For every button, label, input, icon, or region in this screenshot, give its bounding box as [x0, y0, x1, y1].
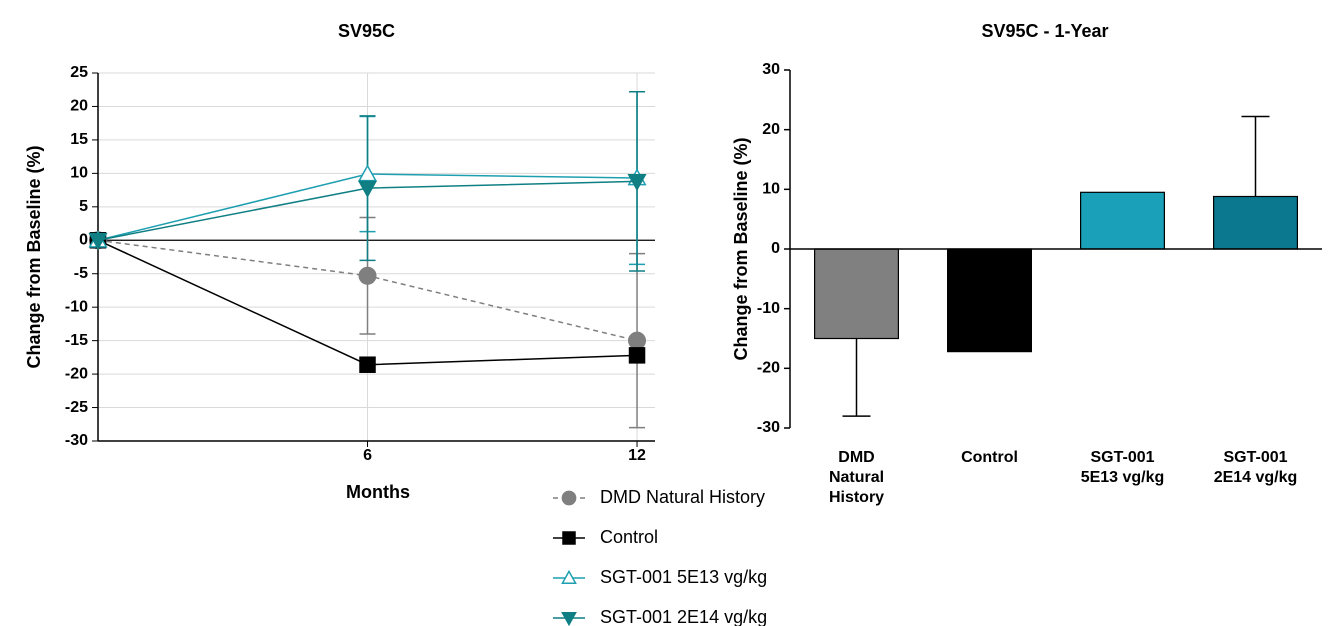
error-bar: [1241, 115, 1270, 197]
y-tick-label: -20: [65, 365, 88, 382]
chart-title: SV95C: [338, 21, 395, 41]
marker: [357, 180, 378, 198]
y-tick-label: -30: [757, 419, 780, 436]
bar: [1080, 191, 1165, 250]
y-tick-label: 5: [79, 198, 88, 215]
bar: [1213, 195, 1298, 250]
x-tick-label: DMD Natural History: [829, 449, 884, 506]
marker: [628, 347, 646, 364]
x-axis-label: Months: [346, 482, 410, 502]
y-tick-label: -10: [757, 300, 780, 317]
marker: [357, 164, 378, 182]
x-tick-label: 12: [628, 447, 646, 464]
y-tick-label: 0: [79, 231, 88, 248]
y-tick-label: 20: [70, 98, 88, 115]
legend-label: SGT-001 2E14 vg/kg: [600, 607, 767, 626]
y-tick-label: 15: [70, 131, 88, 148]
y-tick-label: -25: [65, 399, 88, 416]
x-tick-label: SGT-001 2E14 vg/kg: [1214, 449, 1298, 486]
y-axis-label: Change from Baseline (%): [731, 137, 751, 360]
error-bar: [842, 338, 871, 417]
legend-marker: [561, 569, 577, 585]
marker: [88, 232, 108, 251]
legend-marker: [562, 531, 576, 545]
chart-title: SV95C - 1-Year: [981, 21, 1108, 41]
y-tick-label: -15: [65, 332, 88, 349]
y-tick-label: 25: [70, 64, 88, 81]
bar: [814, 248, 899, 340]
y-tick-label: 10: [70, 165, 88, 182]
x-tick-label: SGT-001 5E13 vg/kg: [1081, 449, 1165, 486]
y-tick-label: 0: [771, 240, 780, 257]
marker: [359, 356, 376, 373]
y-tick-label: 10: [762, 181, 780, 198]
y-tick-label: -10: [65, 298, 88, 315]
y-tick-label: 20: [762, 121, 780, 138]
y-tick-label: -20: [757, 360, 780, 377]
legend-label: Control: [600, 527, 658, 547]
x-tick-label: 6: [363, 447, 372, 464]
bar: [947, 248, 1032, 353]
legend-label: SGT-001 5E13 vg/kg: [600, 567, 767, 587]
x-tick-label: Control: [961, 449, 1018, 466]
marker: [628, 331, 647, 350]
marker: [358, 266, 377, 285]
y-tick-label: -30: [65, 432, 88, 449]
y-tick-label: 30: [762, 61, 780, 78]
y-axis-label: Change from Baseline (%): [24, 145, 44, 368]
y-tick-label: -5: [74, 265, 88, 282]
legend-marker: [561, 611, 577, 626]
marker: [627, 174, 647, 192]
legend-label: DMD Natural History: [600, 487, 765, 507]
legend-marker: [561, 490, 577, 506]
